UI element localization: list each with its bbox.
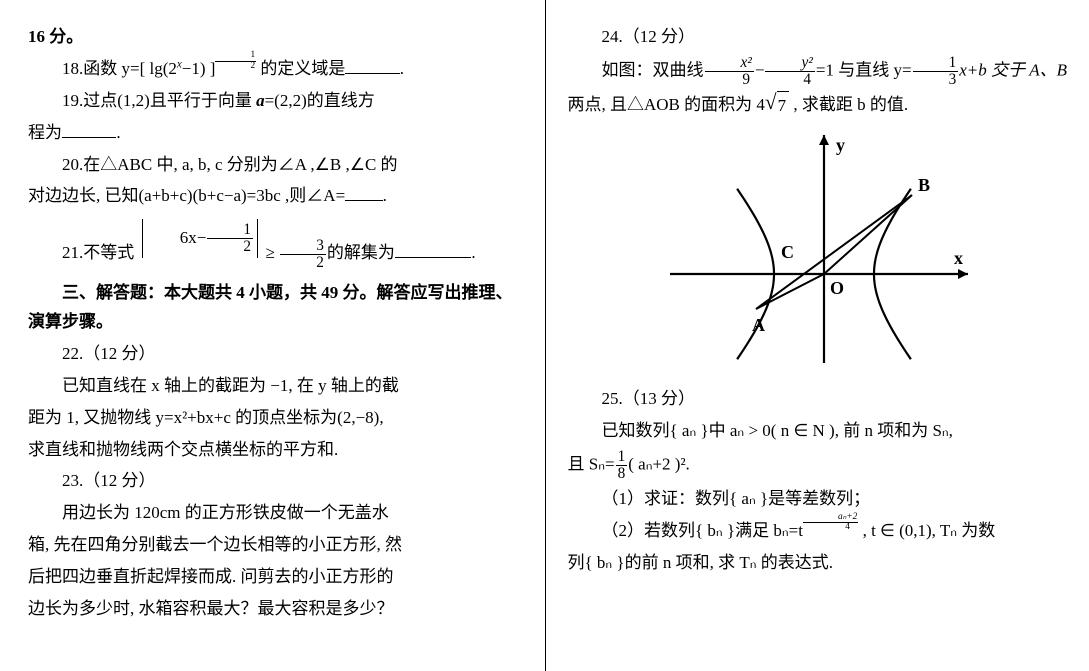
- q18-expr-m: −1) ]: [182, 59, 216, 78]
- q19-blank: [62, 121, 116, 138]
- q25-l1: 已知数列{ aₙ }中 aₙ > 0( n ∈ N ), 前 n 项和为 Sₙ,: [568, 417, 1072, 446]
- q18-tail: .: [400, 59, 404, 78]
- header-16: 16 分。: [28, 23, 527, 52]
- svg-text:C: C: [781, 242, 794, 262]
- q21-f1: 12: [207, 222, 253, 255]
- q25-l2-post: ( aₙ+2 )².: [628, 454, 690, 473]
- q24-l2-a: 两点, 且△AOB 的面积为 4: [568, 95, 765, 114]
- q23-l2: 箱, 先在四角分别截去一个边长相等的小正方形, 然: [28, 531, 527, 560]
- q21: 21.不等式 6x−12 ≥ 32的解集为.: [28, 219, 527, 271]
- q23-head: 23.（12 分）: [28, 467, 527, 496]
- q19-tail: .: [116, 123, 120, 142]
- q18-num: 18.: [62, 59, 83, 78]
- q18-expr-l: y=[ lg(2: [122, 59, 177, 78]
- q19-num: 19.: [62, 91, 83, 110]
- q19-l2: 程为.: [28, 119, 527, 148]
- q21-blank: [395, 241, 472, 258]
- svg-text:B: B: [918, 175, 930, 195]
- svg-text:y: y: [836, 135, 845, 155]
- q21-f2: 32: [280, 238, 326, 271]
- q24-l1-pre: 如图：双曲线: [602, 60, 704, 79]
- q25-f: 18: [616, 449, 628, 482]
- q20-tail: .: [383, 186, 387, 205]
- q25-l2: 且 Sₙ=18( aₙ+2 )².: [568, 449, 1072, 482]
- q20-l2: 对边边长, 已知(a+b+c)(b+c−a)=3bc ,则∠A=.: [28, 182, 527, 211]
- q21-post: 的解集为: [327, 243, 395, 262]
- q18-pre: 函数: [83, 59, 121, 78]
- right-column: 24.（12 分） 如图：双曲线x²9−y²4=1 与直线 y=13x+b 交于…: [545, 0, 1089, 671]
- q22-l2: 距为 1, 又抛物线 y=x²+bx+c 的顶点坐标为(2,−8),: [28, 404, 527, 433]
- q19-l2-text: 程为: [28, 123, 62, 142]
- q24-l2-b: , 求截距 b 的值.: [789, 95, 908, 114]
- q20-l1-text: 在△ABC 中, a, b, c 分别为∠A ,∠B ,∠C 的: [83, 155, 397, 174]
- q21-cmp: ≥: [266, 243, 280, 262]
- q24-l2: 两点, 且△AOB 的面积为 4√7 , 求截距 b 的值.: [568, 91, 1072, 121]
- q18-exp: 12: [215, 51, 256, 71]
- q22-head: 22.（12 分）: [28, 340, 527, 369]
- diagram-svg: x y O A B C: [664, 129, 974, 369]
- q23-l1: 用边长为 120cm 的正方形铁皮做一个无盖水: [28, 499, 527, 528]
- left-column: 16 分。 18.函数 y=[ lg(2x−1) ]12 的定义域是. 19.过…: [0, 0, 545, 671]
- svg-text:A: A: [752, 315, 765, 335]
- q19-vec: a: [256, 91, 265, 110]
- q24-l1: 如图：双曲线x²9−y²4=1 与直线 y=13x+b 交于 A、B: [568, 55, 1072, 88]
- q20-num: 20.: [62, 155, 83, 174]
- q24-eq: =1 与直线 y=: [816, 60, 912, 79]
- q20-blank: [345, 184, 382, 201]
- q24-f3: 13: [913, 55, 959, 88]
- q18: 18.函数 y=[ lg(2x−1) ]12 的定义域是.: [28, 55, 527, 84]
- q20-l1: 20.在△ABC 中, a, b, c 分别为∠A ,∠B ,∠C 的: [28, 151, 527, 180]
- svg-text:x: x: [954, 248, 963, 268]
- q25-l2-pre: 且 Sₙ=: [568, 454, 615, 473]
- q18-post: 的定义域是: [256, 59, 345, 78]
- q24-l1-post: x+b 交于 A、B: [959, 60, 1067, 79]
- q25-p2-l2: 列{ bₙ }的前 n 项和, 求 Tₙ 的表达式.: [568, 549, 1072, 578]
- q21-tail: .: [471, 243, 475, 262]
- q24-head: 24.（12 分）: [568, 23, 1072, 52]
- q25-p1: （1）求证：数列{ aₙ }是等差数列；: [568, 485, 1072, 514]
- q21-abs: 6x−12: [139, 219, 262, 258]
- q25-p2-pre: （2）若数列{ bₙ }满足 bₙ=t: [602, 521, 803, 540]
- q24-sqrt: √7: [765, 91, 789, 121]
- q24-minus: −: [755, 60, 765, 79]
- svg-text:O: O: [830, 278, 844, 298]
- q21-abs-l: 6x−: [146, 224, 207, 253]
- hyperbola-diagram: x y O A B C: [568, 129, 1072, 379]
- q22-l3: 求直线和抛物线两个交点横坐标的平方和.: [28, 436, 527, 465]
- q24-f1: x²9: [705, 55, 754, 88]
- q19-b: =(2,2)的直线方: [265, 91, 375, 110]
- section3: 三、解答题：本大题共 4 小题，共 49 分。解答应写出推理、演算步骤。: [28, 279, 527, 337]
- q20-l2-text: 对边边长, 已知(a+b+c)(b+c−a)=3bc ,则∠A=: [28, 186, 345, 205]
- q25-head: 25.（13 分）: [568, 385, 1072, 414]
- q19-l1: 19.过点(1,2)且平行于向量 a=(2,2)的直线方: [28, 87, 527, 116]
- q25-exp: aₙ+24: [803, 513, 858, 533]
- q25-p2-post: , t ∈ (0,1), Tₙ 为数: [858, 521, 995, 540]
- q24-f2: y²4: [765, 55, 814, 88]
- q21-num: 21.: [62, 243, 83, 262]
- q23-l3: 后把四边垂直折起焊接而成. 问剪去的小正方形的: [28, 563, 527, 592]
- q23-l4: 边长为多少时, 水箱容积最大？最大容积是多少？: [28, 595, 527, 624]
- q22-l1: 已知直线在 x 轴上的截距为 −1, 在 y 轴上的截: [28, 372, 527, 401]
- q18-blank: [345, 57, 399, 74]
- q25-p2-l1: （2）若数列{ bₙ }满足 bₙ=taₙ+24 , t ∈ (0,1), Tₙ…: [568, 517, 1072, 546]
- q19-a: 过点(1,2)且平行于向量: [83, 91, 256, 110]
- q21-pre: 不等式: [83, 243, 134, 262]
